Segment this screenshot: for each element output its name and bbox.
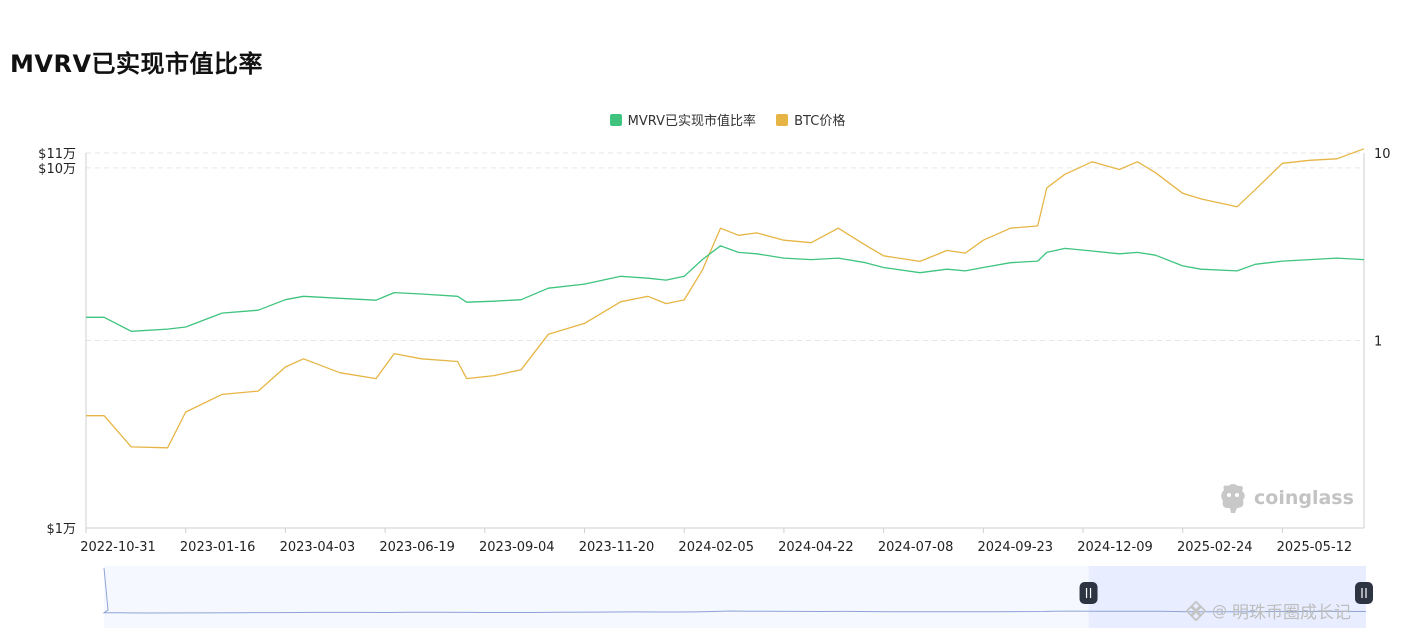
coinglass-logo-icon	[1221, 484, 1245, 513]
x-tick-label: 2024-04-22	[778, 540, 854, 555]
legend-label-mvrv: MVRV已实现市值比率	[627, 114, 756, 129]
x-tick-label: 2024-07-08	[878, 540, 954, 555]
series-line-btc	[86, 148, 1365, 449]
binance-logo-icon	[1186, 600, 1206, 621]
x-tick-label: 2025-05-12	[1277, 540, 1353, 555]
x-tick-label: 2023-06-19	[379, 540, 455, 555]
x-tick-label: 2022-10-31	[80, 540, 156, 555]
x-tick-label: 2025-02-24	[1177, 540, 1253, 555]
navigator-selection[interactable]	[1088, 566, 1366, 628]
coinglass-watermark: coinglass	[1218, 482, 1354, 514]
chart-legend: MVRV已实现市值比率 BTC价格	[0, 110, 1415, 130]
legend-label-btc: BTC价格	[794, 114, 846, 129]
at-icon: @	[1212, 601, 1227, 620]
page-title: MVRV已实现市值比率	[10, 50, 264, 78]
legend-swatch-mvrv	[609, 113, 622, 126]
x-tick-label: 2023-11-20	[579, 540, 655, 555]
legend-item-mvrv[interactable]: MVRV已实现市值比率	[609, 110, 756, 129]
navigator-handle-right[interactable]	[1355, 582, 1373, 604]
footer-watermark: @ 明珠币圈成长记	[1186, 598, 1351, 623]
x-tick-label: 2024-09-23	[978, 540, 1054, 555]
navigator-handle-left[interactable]	[1079, 582, 1098, 604]
y-right-tick-label: 1	[1374, 335, 1382, 350]
y-left-tick-label: $11万	[38, 147, 76, 162]
y-left-tick-label: $1万	[46, 522, 76, 537]
legend-item-btc[interactable]: BTC价格	[776, 110, 845, 129]
x-tick-label: 2023-01-16	[180, 540, 256, 555]
legend-swatch-btc	[776, 113, 789, 126]
x-tick-label: 2023-09-04	[479, 540, 555, 555]
y-right-tick-label: 10	[1374, 147, 1391, 162]
series-line-mvrv	[86, 245, 1365, 332]
y-left-tick-label: $10万	[38, 162, 76, 177]
x-tick-label: 2024-02-05	[678, 540, 754, 555]
footer-watermark-text: 明珠币圈成长记	[1232, 603, 1351, 623]
watermark-brand: coinglass	[1254, 487, 1354, 509]
x-tick-label: 2023-04-03	[280, 540, 356, 555]
navigator-series	[102, 567, 1367, 614]
x-tick-label: 2024-12-09	[1077, 540, 1153, 555]
